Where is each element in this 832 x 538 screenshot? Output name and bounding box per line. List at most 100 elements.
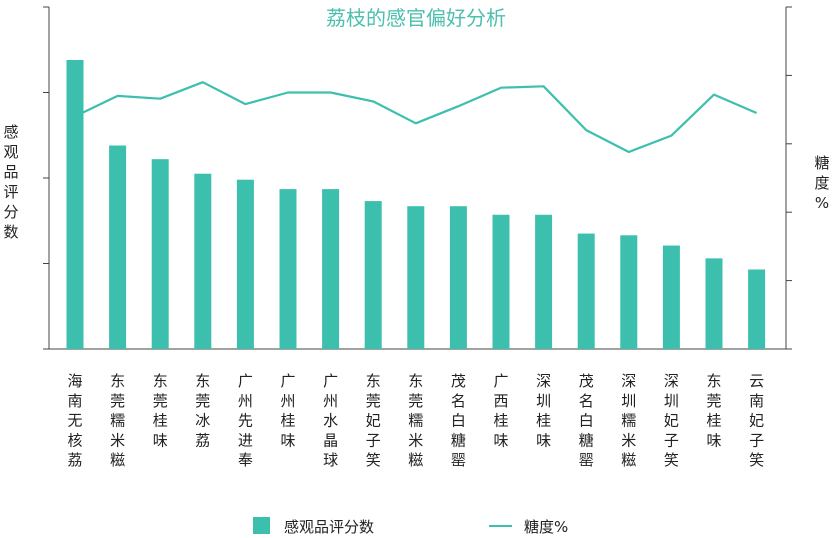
bar [66,60,84,349]
category-label-char: 冰 [195,412,210,430]
category-label-char: 南 [749,392,764,410]
category-label-char: 名 [451,392,466,410]
category-label-char: 妃 [664,412,679,430]
bar [535,214,553,349]
category-label-char: 球 [323,451,338,469]
category-label-char: 桂 [153,412,168,430]
category-label-char: 米 [110,431,125,449]
category-label-char: 妃 [366,412,381,430]
legend-line-label: 糖度% [524,518,568,536]
category-label-char: 南 [67,392,82,410]
bar [449,206,467,349]
category-label-char: 笑 [366,451,381,469]
right-axis-title-char: 糖 [814,154,829,172]
category-label-char: 茂 [451,372,466,390]
category-label-char: 笑 [749,451,764,469]
category-label-char: 东 [153,372,168,390]
category-label-char: 圳 [621,392,636,410]
bar [322,189,340,349]
category-label-char: 桂 [493,412,508,430]
bar [279,189,297,349]
category-label-char: 莞 [195,392,210,410]
category-label-char: 荔 [67,451,82,469]
category-label-char: 东 [195,372,210,390]
category-label-char: 晶 [323,431,338,449]
bar [748,269,766,349]
category-label-char: 深 [536,372,551,390]
category-label-char: 糖 [579,431,594,449]
category-label-char: 桂 [536,412,551,430]
bar [364,201,382,349]
left-axis-title: 感观品评分数 [3,123,18,241]
category-label-char: 糯 [408,412,423,430]
category-label-char: 先 [238,412,253,430]
bar [151,159,169,349]
category-labels: 海南无核荔东莞糯米糍东莞桂味东莞冰荔广州先进奉广州桂味广州水晶球东莞妃子笑东莞糯… [67,372,764,469]
category-label-char: 莞 [366,392,381,410]
category-label-char: 莞 [153,392,168,410]
category-label-char: 深 [664,372,679,390]
category-label-char: 糍 [110,451,125,469]
category-label-char: 海 [67,372,82,390]
bar [620,235,638,349]
category-label-char: 糍 [621,451,636,469]
left-axis-title-char: 数 [3,223,18,241]
category-label-char: 桂 [280,412,295,430]
category-label-char: 州 [280,392,295,410]
left-axis-title-char: 评 [3,183,18,201]
category-label-char: 东 [408,372,423,390]
category-label-char: 茂 [579,372,594,390]
category-label-char: 子 [749,431,764,449]
category-label-char: 水 [323,412,338,430]
category-label-char: 桂 [706,412,721,430]
category-label-char: 深 [621,372,636,390]
category-label-char: 莞 [706,392,721,410]
category-label-char: 味 [153,431,168,449]
category-label-char: 无 [67,412,82,430]
left-axis-title-char: 观 [3,143,18,161]
category-label-char: 味 [493,431,508,449]
category-label-char: 核 [67,431,82,449]
category-label-char: 东 [706,372,721,390]
category-label-char: 糖 [451,431,466,449]
bar [194,173,212,349]
legend: 感观品评分数 糖度% [253,517,568,536]
bar [662,245,680,349]
bar [109,145,127,349]
category-label-char: 糯 [110,412,125,430]
category-label-char: 奉 [238,451,253,469]
category-label-char: 罂 [579,451,594,469]
bar [236,179,254,349]
category-label-char: 东 [366,372,381,390]
category-label-char: 云 [749,372,764,390]
category-label-char: 味 [536,431,551,449]
category-label-char: 罂 [451,451,466,469]
category-label-char: 子 [664,431,679,449]
category-label-char: 莞 [408,392,423,410]
legend-bar-swatch [253,517,270,534]
category-label-char: 东 [110,372,125,390]
left-axis-title-char: 品 [3,163,18,181]
category-label-char: 州 [238,392,253,410]
right-axis-title: 糖度% [814,154,829,212]
right-axis-title-char: % [815,194,829,212]
right-axis-title-char: 度 [814,174,829,192]
left-axis-title-char: 分 [3,203,18,221]
category-label-char: 糯 [621,412,636,430]
category-label-char: 笑 [664,451,679,469]
